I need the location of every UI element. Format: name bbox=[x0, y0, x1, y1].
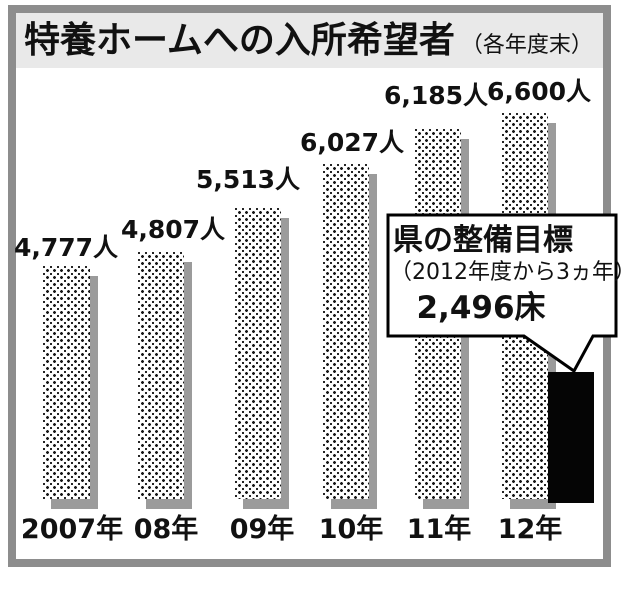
callout-value: 2,496床 bbox=[416, 290, 546, 326]
chart-title: 特養ホームへの入所希望者 bbox=[24, 19, 455, 61]
x-label-2007: 2007年 bbox=[20, 514, 124, 545]
callout-subtitle: （2012年度から3ヵ年） bbox=[390, 260, 636, 285]
value-label-11: 6,185人 bbox=[383, 81, 489, 110]
value-label-2007: 4,777人 bbox=[13, 233, 119, 262]
bar-08 bbox=[138, 252, 184, 499]
bar-2007 bbox=[43, 266, 90, 499]
value-label-12: 6,600人 bbox=[486, 77, 592, 106]
x-label-11: 11年 bbox=[406, 514, 472, 545]
chart-title-note: （各年度末） bbox=[460, 32, 593, 58]
x-label-09: 09年 bbox=[229, 514, 295, 545]
target-bar bbox=[548, 372, 594, 503]
x-label-08: 08年 bbox=[133, 514, 199, 545]
value-label-09: 5,513人 bbox=[195, 165, 301, 194]
callout-title: 県の整備目標 bbox=[393, 223, 573, 258]
value-label-08: 4,807人 bbox=[120, 215, 226, 244]
title-bar: 特養ホームへの入所希望者 （各年度末） bbox=[16, 13, 603, 68]
value-label-10: 6,027人 bbox=[299, 128, 405, 157]
x-label-10: 10年 bbox=[318, 514, 384, 545]
bar-09 bbox=[235, 208, 281, 499]
bar-10 bbox=[323, 164, 369, 499]
x-label-12: 12年 bbox=[497, 514, 563, 545]
